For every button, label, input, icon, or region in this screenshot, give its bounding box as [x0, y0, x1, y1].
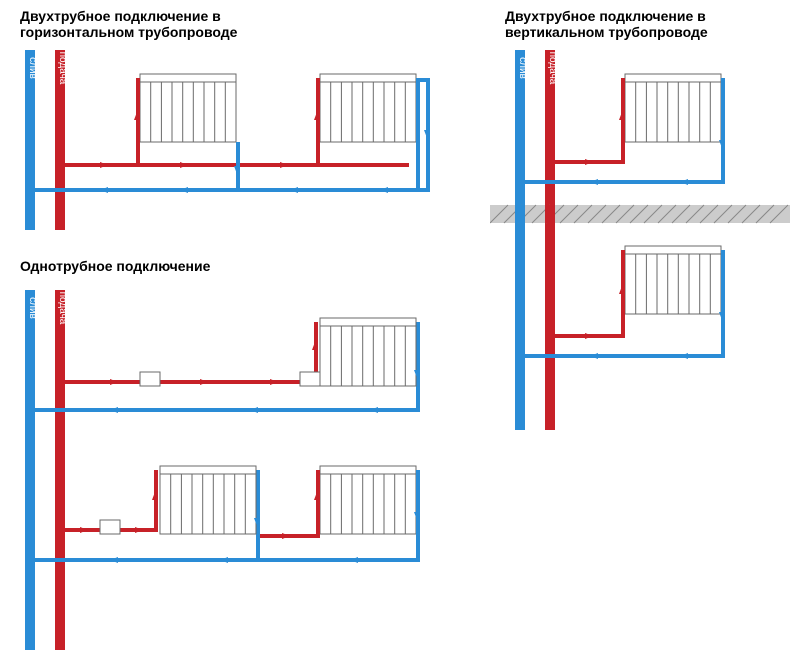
floor-slab: [490, 205, 790, 223]
diagram-vertical-two-pipe: слив подача: [490, 50, 790, 430]
drain-label-3: слив: [517, 57, 528, 79]
title-vertical: Двухтрубное подключение ввертикальном тр…: [505, 8, 708, 40]
drain-label-2: слив: [27, 297, 38, 319]
title-horizontal: Двухтрубное подключение вгоризонтальном …: [20, 8, 237, 40]
supply-label: подача: [57, 52, 68, 85]
supply-label-2: подача: [57, 292, 68, 325]
drain-label: слив: [27, 57, 38, 79]
diagram-horizontal-two-pipe: слив подача: [0, 50, 450, 230]
title-single: Однотрубное подключение: [20, 258, 210, 274]
diagram-single-pipe: слив подача: [0, 290, 450, 650]
supply-label-3: подача: [547, 52, 558, 85]
